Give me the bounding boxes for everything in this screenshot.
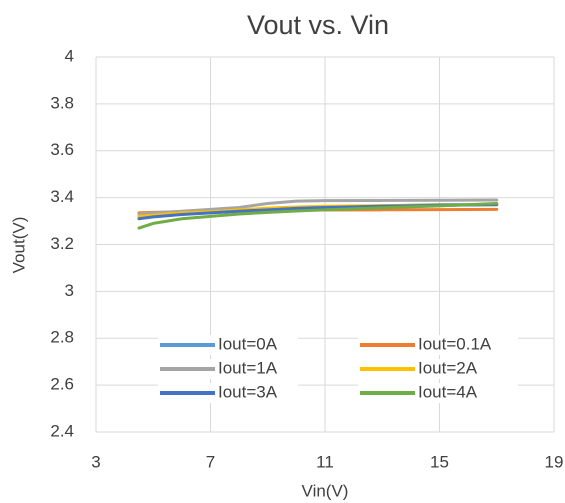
x-axis-title: Vin(V) — [302, 481, 349, 500]
legend-bg — [358, 383, 518, 403]
y-tick-label: 3 — [65, 281, 74, 300]
y-tick-label: 3.2 — [50, 234, 74, 253]
legend-label: Iout=3A — [218, 382, 278, 401]
y-tick-label: 4 — [65, 46, 74, 65]
legend-label: Iout=2A — [418, 358, 478, 377]
y-tick-label: 2.6 — [50, 375, 74, 394]
legend-label: Iout=4A — [418, 382, 478, 401]
legend-bg — [158, 359, 298, 379]
x-tick-label: 19 — [545, 452, 564, 471]
y-tick-label: 2.4 — [50, 421, 74, 440]
x-tick-label: 11 — [316, 452, 334, 471]
legend-bg — [358, 335, 518, 355]
x-tick-label: 3 — [91, 452, 100, 471]
y-axis-title: Vout(V) — [9, 217, 28, 274]
x-tick-label: 7 — [206, 452, 215, 471]
series-line — [137, 201, 499, 230]
y-tick-label: 3.8 — [50, 93, 74, 112]
y-tick-label: 2.8 — [50, 328, 74, 347]
x-tick-label: 15 — [430, 452, 449, 471]
legend-bg — [158, 383, 298, 403]
legend-bg — [358, 359, 518, 379]
y-tick-label: 3.4 — [50, 187, 74, 206]
series-line — [137, 198, 499, 216]
legend-label: Iout=0.1A — [418, 334, 492, 353]
y-tick-label: 3.6 — [50, 140, 74, 159]
legend-label: Iout=1A — [218, 358, 278, 377]
legend-bg — [158, 335, 298, 355]
legend-label: Iout=0A — [218, 334, 278, 353]
chart-title: Vout vs. Vin — [247, 10, 389, 40]
